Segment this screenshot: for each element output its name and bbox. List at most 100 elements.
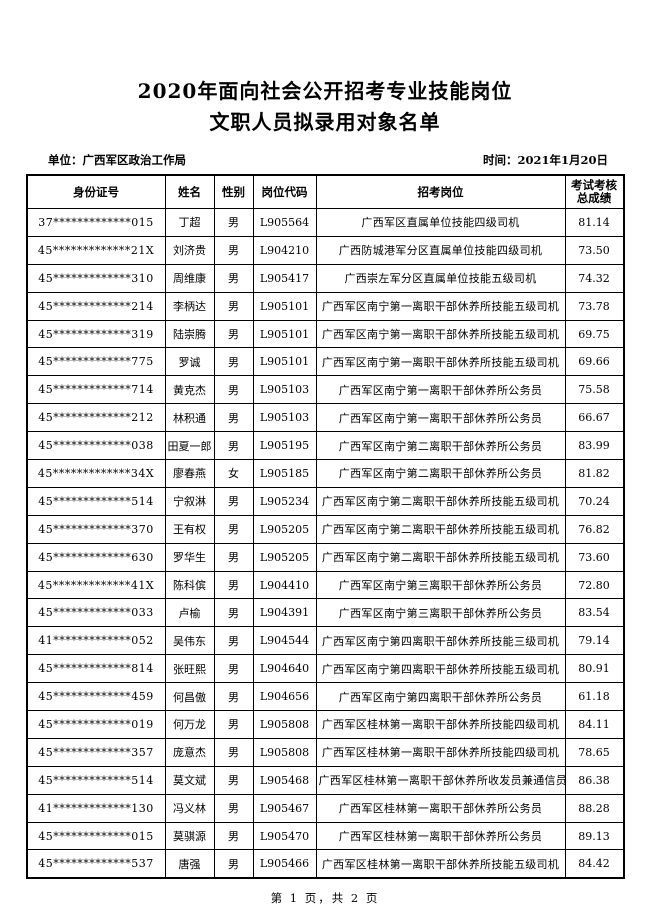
- cell-gender: 男: [213, 570, 254, 600]
- cell-gender: 男: [213, 486, 254, 516]
- cell-name: 唐强: [164, 849, 215, 879]
- table-row: 45*************630 罗华生男 L905205 广西军区南宁第二离职干…: [26, 542, 624, 572]
- cell-name: 王有权: [164, 514, 215, 544]
- cell-name: 莫骐源: [164, 821, 215, 851]
- page-footer: 第 1 页，共 2 页: [270, 891, 380, 906]
- cell-position: 广西军区南宁第一离职干部休养所技能五级司机: [315, 319, 566, 349]
- cell-code: L904656: [252, 682, 317, 712]
- cell-name: 吴伟东: [164, 626, 215, 656]
- cell-name: 廖春燕: [164, 459, 215, 488]
- cell-name: 周维康: [164, 263, 215, 293]
- column-header-position: 招考岗位: [315, 174, 566, 209]
- cell-id: 45*************212: [26, 403, 166, 433]
- table-row: 37*************015 丁超男 L905564 广西军区直属单位技能四级…: [26, 208, 624, 237]
- table-row: 41*************130 冯义林男 L905467 广西军区桂林第一离职干…: [26, 793, 624, 823]
- cell-score: 84.42: [564, 849, 624, 879]
- cell-score: 61.18: [564, 682, 624, 712]
- table-row: 45*************212 林积通男 L905103 广西军区南宁第一离职干…: [26, 403, 624, 433]
- cell-code: L905205: [252, 514, 317, 544]
- cell-gender: 男: [213, 654, 254, 684]
- table-row: 45*************015 莫骐源男 L905470 广西军区桂林第一离职干…: [26, 821, 624, 851]
- cell-id: 45*************775: [26, 347, 166, 377]
- cell-gender: 男: [213, 765, 254, 795]
- table-row: 45*************370 王有权男 L905205 广西军区南宁第二离职干…: [26, 514, 624, 544]
- cell-name: 庞意杰: [164, 737, 215, 767]
- cell-position: 广西军区桂林第一离职干部休养所技能五级司机: [315, 849, 566, 879]
- cell-id: 45*************514: [26, 486, 166, 516]
- cell-code: L905103: [252, 375, 317, 405]
- cell-position: 广西军区桂林第一离职干部休养所公务员: [315, 821, 566, 851]
- cell-position: 广西军区南宁第二离职干部休养所技能五级司机: [315, 542, 566, 572]
- table-row: 45*************033 卢榆男 L904391 广西军区南宁第三离职干部…: [26, 598, 624, 628]
- column-header-gender: 性别: [213, 174, 254, 209]
- column-header-id: 身份证号: [26, 174, 166, 209]
- cell-name: 何昌傲: [164, 682, 215, 712]
- cell-code: L905205: [252, 542, 317, 572]
- cell-score: 69.66: [564, 347, 624, 377]
- cell-position: 广西防城港军分区直属单位技能四级司机: [315, 235, 566, 265]
- cell-gender: 男: [213, 235, 254, 265]
- table-row: 41*************052 吴伟东男 L904544 广西军区南宁第四离职干…: [26, 626, 624, 656]
- cell-code: L905808: [252, 710, 317, 739]
- cell-gender: 男: [213, 319, 254, 349]
- cell-position: 广西军区桂林第一离职干部休养所收发员兼通信员: [315, 765, 566, 795]
- cell-position: 广西军区直属单位技能四级司机: [315, 208, 566, 237]
- cell-code: L905417: [252, 263, 317, 293]
- cell-id: 45*************814: [26, 654, 166, 684]
- cell-gender: 男: [213, 737, 254, 767]
- cell-gender: 男: [213, 347, 254, 377]
- cell-score: 72.80: [564, 570, 624, 600]
- cell-gender: 男: [213, 542, 254, 572]
- table-header-row: 身份证号 姓名 性别 岗位代码 招考岗位 考试考核 总成绩: [26, 174, 624, 209]
- cell-gender: 男: [213, 821, 254, 851]
- cell-code: L904640: [252, 654, 317, 684]
- table-row: 45*************714 黄克杰男 L905103 广西军区南宁第一离职干…: [26, 375, 624, 405]
- cell-name: 黄克杰: [164, 375, 215, 405]
- cell-gender: 男: [213, 403, 254, 433]
- cell-position: 广西军区南宁第三离职干部休养所公务员: [315, 598, 566, 628]
- title-line-1: 2020年面向社会公开招考专业技能岗位: [137, 79, 513, 103]
- cell-code: L905101: [252, 291, 317, 321]
- cell-name: 丁超: [164, 208, 215, 237]
- cell-code: L905467: [252, 793, 317, 823]
- cell-position: 广西军区桂林第一离职干部休养所技能四级司机: [315, 710, 566, 739]
- cell-code: L905234: [252, 486, 317, 516]
- table-row: 45*************038 田夏一郎男 L905195 广西军区南宁第二离职…: [26, 431, 624, 461]
- cell-name: 冯义林: [164, 793, 215, 823]
- cell-gender: 男: [213, 514, 254, 544]
- cell-id: 45*************21X: [26, 235, 166, 265]
- unit-label: 单位：广西军区政治工作局: [48, 153, 186, 167]
- table-row: 45*************21X 刘济贵男 L904210 广西防城港军分区直属单…: [26, 235, 624, 265]
- cell-score: 75.58: [564, 375, 624, 405]
- cell-code: L905101: [252, 319, 317, 349]
- cell-gender: 男: [213, 682, 254, 712]
- table-row: 45*************214 李柄达男 L905101 广西军区南宁第一离职干…: [26, 291, 624, 321]
- cell-gender: 男: [213, 263, 254, 293]
- cell-id: 45*************319: [26, 319, 166, 349]
- cell-name: 莫文斌: [164, 765, 215, 795]
- cell-id: 45*************514: [26, 765, 166, 795]
- cell-score: 88.28: [564, 793, 624, 823]
- cell-code: L905195: [252, 431, 317, 461]
- cell-score: 73.50: [564, 235, 624, 265]
- cell-position: 广西军区南宁第一离职干部休养所公务员: [315, 375, 566, 405]
- cell-score: 83.99: [564, 431, 624, 461]
- cell-code: L905103: [252, 403, 317, 433]
- cell-score: 73.78: [564, 291, 624, 321]
- table-row: 45*************34X 廖春燕女 L905185 广西军区南宁第二离职干…: [26, 459, 624, 488]
- cell-gender: 男: [213, 849, 254, 879]
- cell-id: 45*************214: [26, 291, 166, 321]
- cell-code: L905470: [252, 821, 317, 851]
- cell-id: 45*************357: [26, 737, 166, 767]
- cell-id: 37*************015: [26, 208, 166, 237]
- cell-gender: 女: [213, 459, 254, 488]
- cell-position: 广西军区南宁第四离职干部休养所技能三级司机: [315, 626, 566, 656]
- cell-score: 76.82: [564, 514, 624, 544]
- cell-score: 70.24: [564, 486, 624, 516]
- cell-id: 45*************537: [26, 849, 166, 879]
- cell-score: 83.54: [564, 598, 624, 628]
- cell-position: 广西军区南宁第二离职干部休养所技能五级司机: [315, 514, 566, 544]
- cell-code: L904391: [252, 598, 317, 628]
- cell-score: 66.67: [564, 403, 624, 433]
- cell-code: L905564: [252, 208, 317, 237]
